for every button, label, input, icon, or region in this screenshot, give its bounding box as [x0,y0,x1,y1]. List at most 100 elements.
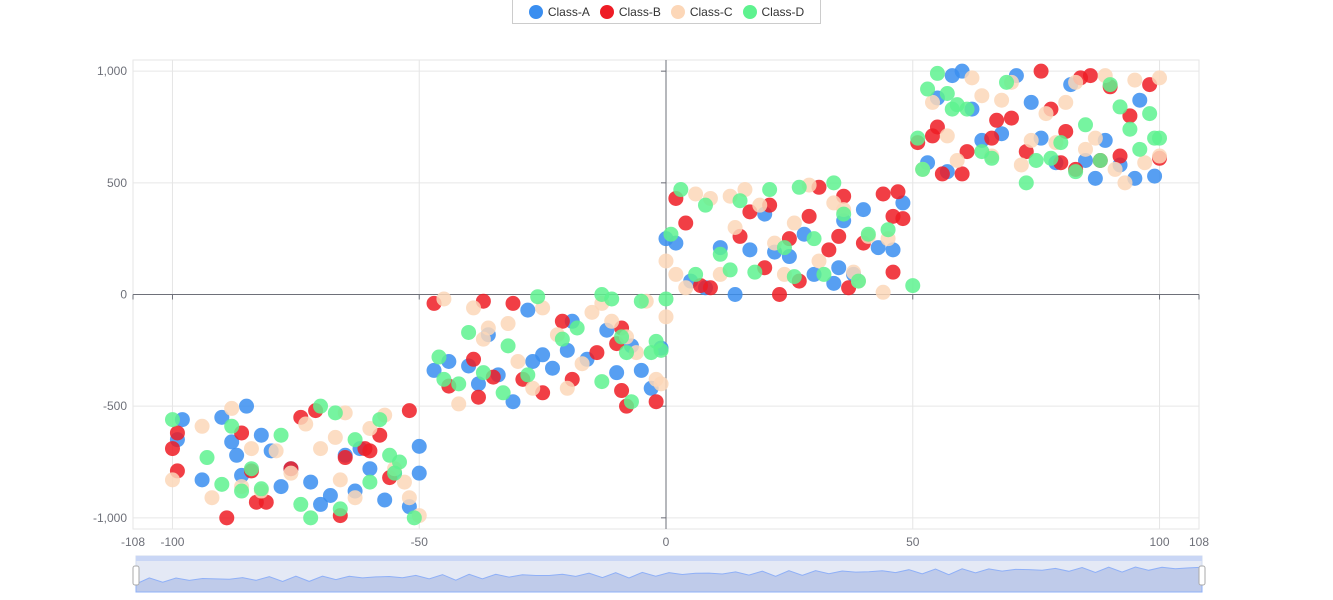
data-point[interactable] [954,166,970,182]
data-point[interactable] [475,365,491,381]
data-point[interactable] [362,443,378,459]
data-point[interactable] [816,266,832,282]
data-point[interactable] [293,496,309,512]
data-point[interactable] [984,150,1000,166]
data-point[interactable] [737,182,753,198]
data-point[interactable] [1122,121,1138,137]
data-point[interactable] [1117,175,1133,191]
data-point[interactable] [939,86,955,101]
data-point[interactable] [535,347,551,363]
data-point[interactable] [875,284,891,300]
data-point[interactable] [322,488,338,503]
data-point[interactable] [234,483,250,499]
data-point[interactable] [658,291,674,307]
data-point[interactable] [1137,155,1153,171]
data-point[interactable] [668,266,684,282]
data-point[interactable] [594,374,610,390]
data-point[interactable] [964,70,980,86]
zoom-handle-right[interactable] [1198,565,1206,586]
data-point[interactable] [633,293,649,309]
data-point[interactable] [727,220,743,235]
data-point[interactable] [574,356,590,372]
data-point[interactable] [347,432,363,448]
data-point[interactable] [1053,135,1069,151]
data-point[interactable] [623,394,639,410]
data-point[interactable] [1127,72,1143,88]
data-point[interactable] [1023,94,1039,110]
data-point[interactable] [337,450,353,466]
data-point[interactable] [791,179,807,195]
data-point[interactable] [1023,132,1039,148]
data-point[interactable] [915,161,931,177]
data-point[interactable] [949,153,965,168]
data-point[interactable] [530,289,546,305]
data-point[interactable] [939,128,955,144]
legend-item-class-b[interactable]: Class-B [599,4,661,19]
data-point[interactable] [466,351,482,367]
data-point[interactable] [1058,94,1074,110]
data-point[interactable] [653,376,669,392]
legend-item-class-c[interactable]: Class-C [670,4,733,19]
data-point[interactable] [451,376,467,392]
data-point[interactable] [885,242,901,258]
data-point[interactable] [1147,168,1163,184]
data-point[interactable] [461,324,477,340]
data-point[interactable] [559,342,575,358]
data-point[interactable] [811,253,827,269]
data-point[interactable] [1043,150,1059,166]
data-point[interactable] [569,320,585,336]
data-point[interactable] [727,287,743,302]
data-point[interactable] [313,496,329,512]
data-point[interactable] [500,316,516,332]
data-point[interactable] [806,231,822,247]
data-point[interactable] [836,206,852,222]
data-point[interactable] [821,242,837,258]
data-point[interactable] [658,253,674,269]
data-point[interactable] [722,262,738,278]
data-point[interactable] [194,472,210,488]
data-point[interactable] [1132,92,1148,108]
data-point[interactable] [258,494,274,510]
data-point[interactable] [1132,141,1148,157]
data-point[interactable] [653,342,669,358]
data-point[interactable] [614,329,630,345]
data-point[interactable] [752,197,768,213]
data-point[interactable] [313,441,329,457]
data-point[interactable] [772,287,788,302]
data-point[interactable] [268,443,284,459]
data-point[interactable] [658,309,674,325]
data-point[interactable] [850,273,866,289]
data-point[interactable] [1082,68,1098,84]
data-point[interactable] [1122,108,1138,124]
data-point[interactable] [559,380,575,396]
data-point[interactable] [243,441,259,457]
data-point[interactable] [786,215,802,231]
data-point[interactable] [1087,130,1103,146]
data-point[interactable] [1087,170,1103,186]
data-point[interactable] [224,400,240,416]
data-point[interactable] [604,291,620,307]
data-point[interactable] [229,447,245,463]
data-point[interactable] [747,264,763,280]
data-point[interactable] [426,362,442,378]
data-point[interactable] [1038,106,1054,122]
data-point[interactable] [1102,77,1118,93]
data-point[interactable] [362,461,378,477]
data-point[interactable] [929,65,945,81]
data-point[interactable] [224,434,240,450]
data-point[interactable] [273,427,289,443]
data-point[interactable] [604,313,620,329]
data-point[interactable] [619,345,635,361]
data-point[interactable] [362,421,378,436]
data-point[interactable] [362,474,378,490]
data-point[interactable] [920,81,936,97]
data-point[interactable] [164,412,180,428]
data-point[interactable] [776,240,792,256]
data-point[interactable] [959,101,975,117]
data-point[interactable] [697,197,713,213]
data-point[interactable] [895,195,911,211]
data-point[interactable] [1112,99,1128,115]
data-point[interactable] [332,472,348,488]
data-point[interactable] [905,278,921,294]
data-point[interactable] [855,202,871,218]
